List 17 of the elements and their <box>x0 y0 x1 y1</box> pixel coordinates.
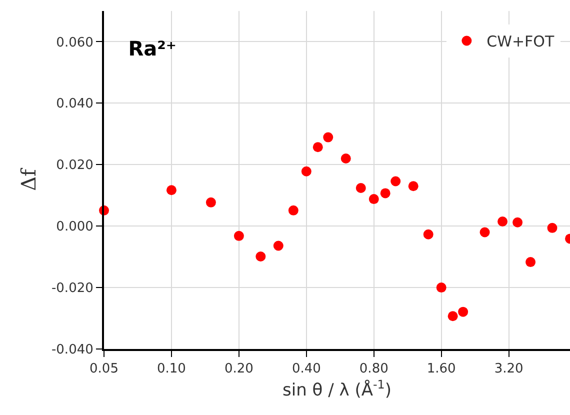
y-tick-label: -0.040 <box>51 342 94 358</box>
x-tick-label: 3.20 <box>494 362 524 377</box>
y-tick-label: 0.040 <box>56 96 94 112</box>
text: Ra²⁺ <box>128 36 176 60</box>
y-tick-label: -0.020 <box>51 281 94 296</box>
x-axis-title: sin θ / λ (Å$^{-1}$) <box>282 377 392 400</box>
x-tick-label: 0.80 <box>359 362 388 377</box>
y-axis-title: Δf <box>16 167 40 191</box>
x-tick-label: 1.60 <box>426 362 456 377</box>
x-tick-label: 0.05 <box>90 362 118 377</box>
legend-label: CW+FOT <box>486 32 555 51</box>
y-tick-label: 0.000 <box>56 220 94 235</box>
x-tick-label: 0.40 <box>292 362 321 377</box>
y-tick-label: 0.060 <box>56 35 94 50</box>
y-tick-label: 0.020 <box>56 158 94 174</box>
x-tick-label: 0.10 <box>156 362 186 377</box>
x-tick-label: 0.20 <box>224 362 254 377</box>
